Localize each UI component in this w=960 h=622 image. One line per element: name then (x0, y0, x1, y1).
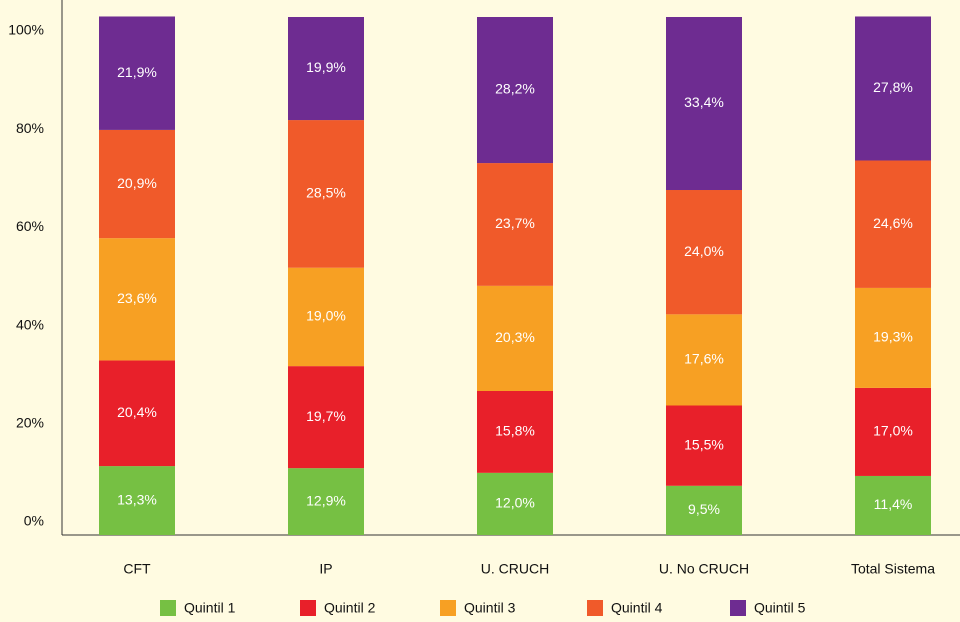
x-tick-label: Total Sistema (851, 561, 935, 577)
bar-segment (288, 267, 364, 367)
value-label: 12,0% (495, 495, 535, 511)
value-label: 15,8% (495, 423, 535, 439)
value-label: 27,8% (873, 79, 913, 95)
x-tick-label: U. No CRUCH (659, 561, 749, 577)
value-label: 9,5% (688, 501, 720, 517)
legend-label: Quintil 2 (324, 600, 376, 616)
value-label: 33,4% (684, 94, 724, 110)
value-label: 19,7% (306, 408, 346, 424)
value-label: 11,4% (874, 496, 913, 512)
y-tick-label: 80% (16, 120, 44, 136)
bar-segment (288, 17, 364, 121)
value-label: 23,6% (117, 290, 157, 306)
y-tick-label: 100% (8, 22, 44, 38)
x-tick-label: IP (319, 561, 332, 577)
value-label: 15,5% (684, 436, 724, 452)
bar-segment (855, 287, 931, 388)
bar-segment (99, 360, 175, 467)
bar-segment (99, 238, 175, 361)
value-label: 24,6% (873, 215, 913, 231)
value-label: 20,9% (117, 175, 157, 191)
value-label: 20,3% (495, 329, 535, 345)
bar-segment (855, 387, 931, 476)
bar-segment (666, 17, 742, 191)
value-label: 12,9% (306, 492, 346, 508)
bar-segment (666, 314, 742, 406)
value-label: 21,9% (117, 64, 157, 80)
bar-segment (288, 120, 364, 268)
bar-segment (855, 160, 931, 288)
value-label: 23,7% (495, 215, 535, 231)
y-tick-label: 60% (16, 218, 44, 234)
bar-segment (477, 472, 553, 535)
value-label: 19,3% (873, 329, 913, 345)
legend-swatch (587, 600, 603, 616)
y-tick-label: 40% (16, 316, 44, 332)
bar-segment (477, 390, 553, 473)
value-label: 17,0% (873, 423, 913, 439)
legend-swatch (730, 600, 746, 616)
y-tick-label: 20% (16, 415, 44, 431)
bar-segment (855, 16, 931, 161)
bar-segment (99, 129, 175, 239)
legend-swatch (160, 600, 176, 616)
bar-segment (477, 285, 553, 391)
value-label: 19,0% (306, 308, 346, 324)
bar-segment (855, 475, 931, 535)
y-tick-label: 0% (24, 513, 44, 529)
x-tick-label: U. CRUCH (481, 561, 549, 577)
value-label: 20,4% (117, 404, 157, 420)
value-label: 13,3% (117, 491, 157, 507)
bar-segment (477, 17, 553, 164)
bar-segment (477, 163, 553, 286)
legend-label: Quintil 5 (754, 600, 806, 616)
value-label: 19,9% (306, 59, 346, 75)
value-label: 28,5% (306, 185, 346, 201)
value-label: 24,0% (684, 243, 724, 259)
legend-swatch (440, 600, 456, 616)
value-label: 28,2% (495, 81, 535, 97)
bar-segment (666, 190, 742, 315)
bar-segment (666, 485, 742, 535)
legend-label: Quintil 3 (464, 600, 516, 616)
legend-swatch (300, 600, 316, 616)
x-tick-label: CFT (123, 561, 151, 577)
bar-segment (99, 16, 175, 130)
bar-segment (99, 466, 175, 535)
bar-segment (288, 468, 364, 535)
bar-segment (666, 405, 742, 486)
value-label: 17,6% (684, 351, 724, 367)
legend-label: Quintil 1 (184, 600, 236, 616)
legend-label: Quintil 4 (611, 600, 663, 616)
bar-segment (288, 366, 364, 469)
